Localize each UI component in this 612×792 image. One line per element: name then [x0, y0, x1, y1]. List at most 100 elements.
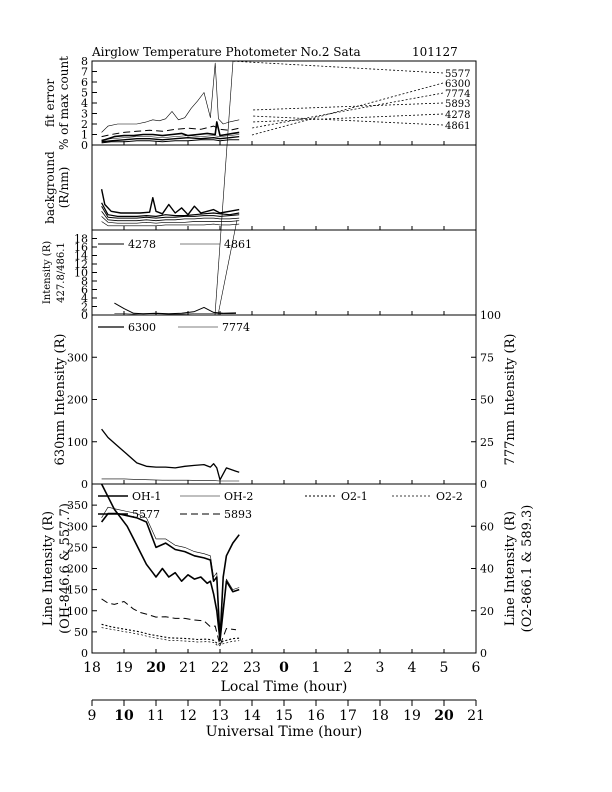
ylabel-line-intensity: Line Intensity (R) [41, 511, 56, 626]
ut-tick-label: 11 [147, 708, 165, 724]
ytick-right-label-line-intensity: 0 [480, 647, 487, 660]
legend-label-630-777: 7774 [222, 321, 250, 334]
ut-tick-label: 18 [371, 708, 389, 724]
series-line-background-5 [101, 221, 240, 227]
series-line-fit-error-7774 [101, 62, 240, 133]
legend-label-fit-error: 5577 [445, 69, 470, 80]
connector-line [217, 219, 238, 316]
ytick-label-blue-intensity: 0 [81, 309, 88, 322]
ytick-label-line-intensity: 200 [67, 563, 88, 576]
lt-tick-label: 19 [115, 660, 133, 676]
ytick-label-blue-intensity: 12 [74, 258, 88, 271]
ylabel-background: (R/nm) [57, 167, 71, 209]
series-line-line-intensity-OH-1 [100, 512, 240, 642]
ut-tick-label: 17 [339, 708, 357, 724]
ytick-label-line-intensity: 300 [67, 520, 88, 533]
series-line-background-4 [101, 216, 240, 224]
ytick-label-fit-error: 7 [81, 66, 88, 79]
ylabel-right-630-777: 777nm Intensity (R) [503, 334, 518, 466]
series-line-blue-intensity-4278 [114, 302, 237, 315]
ut-tick-label: 20 [434, 708, 454, 724]
ytick-label-630-777: 200 [67, 394, 88, 407]
ytick-right-label-line-intensity: 20 [480, 605, 494, 618]
legend-label-fit-error: 4861 [445, 121, 470, 132]
ytick-right-label-630-777: 50 [480, 394, 494, 407]
ytick-right-label-630-777: 25 [480, 436, 494, 449]
ytick-right-label-630-777: 100 [480, 309, 501, 322]
ytick-label-630-777: 300 [67, 351, 88, 364]
ut-axis-label: Universal Time (hour) [206, 724, 363, 740]
ylabel-background: background [43, 151, 57, 224]
lt-tick-label: 3 [376, 660, 385, 676]
connector-line [214, 60, 234, 316]
legend-label-blue-intensity: 4278 [128, 238, 156, 251]
legend-leader-fit-error [251, 102, 444, 111]
ylabel-fit-error: fit error [43, 79, 57, 127]
series-line-630-777-7774 [101, 478, 240, 482]
panel-frame-630-777 [91, 314, 477, 485]
lt-tick-label: 5 [440, 660, 449, 676]
ytick-label-blue-intensity: 6 [81, 284, 88, 297]
legend-leader-fit-error [251, 113, 444, 123]
ytick-label-line-intensity: 50 [74, 626, 88, 639]
series-line-line-intensity-O2-1 [101, 623, 240, 646]
ut-tick-label: 14 [243, 708, 261, 724]
lt-tick-label: 2 [344, 660, 353, 676]
ylabel-fit-error: % of max count [57, 56, 71, 150]
series-line-fit-error-4278 [101, 139, 240, 144]
series-line-background-2 [101, 205, 240, 219]
ytick-right-label-630-777: 75 [480, 351, 494, 364]
legend-label-fit-error: 5893 [445, 99, 470, 110]
ylabel-right-line-intensity: Line Intensity (R) [503, 511, 518, 626]
legend-label-blue-intensity: 4861 [224, 238, 252, 251]
series-line-line-intensity-OH-2 [101, 506, 240, 637]
chart-date-code: 101127 [412, 45, 458, 59]
legend-label-line-intensity: 5893 [224, 508, 252, 521]
legend-leader-fit-error [251, 115, 444, 126]
ut-tick-label: 21 [467, 708, 485, 724]
legend-leader-fit-error [251, 82, 444, 136]
legend-label-line-intensity: OH-1 [132, 490, 161, 503]
ut-tick-label: 13 [211, 708, 229, 724]
series-line-630-777-6300 [101, 428, 240, 481]
lt-axis-label: Local Time (hour) [221, 679, 348, 695]
ytick-label-fit-error: 5 [81, 87, 88, 100]
ytick-right-label-line-intensity: 40 [480, 563, 494, 576]
ytick-label-line-intensity: 0 [81, 647, 88, 660]
ut-tick-label: 15 [275, 708, 293, 724]
lt-tick-label: 20 [146, 660, 166, 676]
ytick-label-blue-intensity: 18 [74, 233, 88, 246]
ytick-right-label-line-intensity: 60 [480, 520, 494, 533]
legend-label-line-intensity: O2-1 [341, 490, 368, 503]
lt-tick-label: 21 [179, 660, 197, 676]
chart-title: Airglow Temperature Photometer No.2 Sata [91, 45, 361, 59]
series-line-fit-error-5893 [101, 125, 240, 138]
legend-leader-fit-error [251, 92, 444, 129]
ytick-label-fit-error: 3 [81, 108, 88, 121]
ut-tick-label: 9 [88, 708, 97, 724]
lt-tick-label: 0 [279, 660, 289, 676]
legend-leader-fit-error [229, 60, 444, 74]
legend-label-fit-error: 4278 [445, 110, 470, 121]
series-line-fit-error-6300 [101, 135, 240, 143]
ytick-label-line-intensity: 150 [67, 584, 88, 597]
ytick-label-line-intensity: 100 [67, 605, 88, 618]
ytick-label-blue-intensity: 10 [74, 267, 88, 280]
lt-tick-label: 6 [472, 660, 481, 676]
series-line-line-intensity-O2-2 [101, 627, 240, 647]
lt-tick-label: 1 [312, 660, 321, 676]
ytick-label-fit-error: 2 [81, 118, 88, 131]
series-line-background-0 [100, 189, 240, 216]
ytick-label-blue-intensity: 16 [74, 241, 88, 254]
legend-label-fit-error: 6300 [445, 79, 470, 90]
ytick-label-630-777: 0 [81, 478, 88, 491]
ylabel-line-intensity: (OH-846.6 & 557.7) [58, 503, 73, 634]
ytick-label-630-777: 100 [67, 436, 88, 449]
series-line-line-intensity-5893 [101, 598, 237, 646]
ylabel-right-line-intensity: (O2-866.1 & 589.3) [520, 505, 535, 633]
lt-tick-label: 4 [408, 660, 417, 676]
series-line-fit-error-5577 [101, 121, 240, 142]
lt-tick-label: 18 [83, 660, 101, 676]
legend-label-line-intensity: O2-2 [436, 490, 463, 503]
